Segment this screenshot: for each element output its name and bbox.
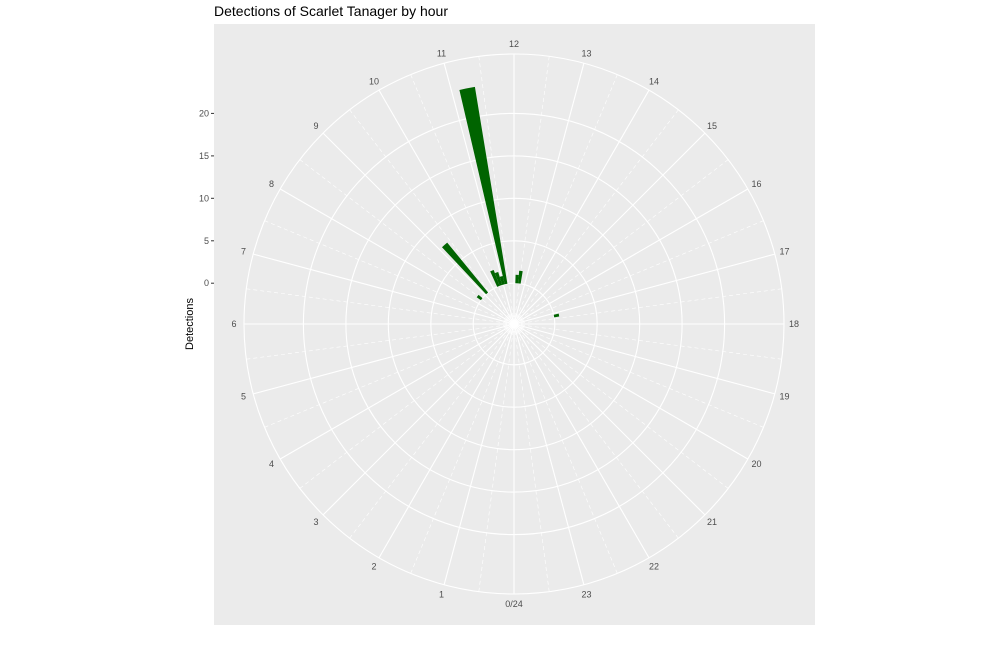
outer-circle [243, 53, 785, 595]
hour-tick-label: 6 [231, 319, 236, 329]
y-tick-label: 20 [199, 108, 209, 118]
bar-wedge [499, 276, 505, 285]
minor-spoke [513, 323, 729, 489]
minor-spoke [513, 109, 679, 325]
hour-tick-label: 4 [269, 459, 274, 469]
minor-spoke [513, 74, 618, 325]
hour-tick-label: 21 [707, 517, 717, 527]
major-spoke [513, 323, 775, 395]
bar-wedge [476, 294, 483, 301]
hour-tick-label: 10 [369, 77, 379, 87]
hour-tick-label: 17 [779, 247, 789, 257]
minor-spoke [299, 323, 515, 489]
minor-spoke [513, 288, 782, 325]
hour-tick-label: 2 [371, 562, 376, 572]
bar-wedge [490, 270, 500, 287]
chart-title: Detections of Scarlet Tanager by hour [214, 3, 448, 19]
grid-circle [345, 155, 683, 493]
minor-spoke [513, 159, 729, 325]
major-spoke [513, 132, 706, 325]
bar-wedge [515, 274, 519, 284]
major-spoke [513, 63, 585, 325]
grid-circle [302, 112, 726, 536]
major-spoke [253, 323, 515, 395]
major-spoke [513, 323, 650, 559]
minor-spoke [513, 323, 679, 539]
hour-tick-label: 5 [241, 392, 246, 402]
bar-wedge [442, 242, 489, 295]
major-spoke [513, 323, 585, 585]
major-spoke [279, 323, 515, 460]
minor-spoke [513, 323, 618, 574]
hour-tick-label: 16 [751, 179, 761, 189]
hour-tick-label: 12 [509, 39, 519, 49]
hour-tick-label: 1 [439, 590, 444, 600]
hour-tick-label: 11 [437, 49, 446, 59]
minor-spoke [410, 323, 515, 574]
major-spoke [513, 89, 650, 325]
minor-spoke [513, 220, 764, 325]
minor-spoke [478, 56, 515, 325]
hour-tick-label: 14 [649, 77, 659, 87]
major-spoke [322, 323, 515, 516]
minor-spoke [349, 323, 515, 539]
major-spoke [513, 253, 775, 325]
minor-spoke [513, 323, 782, 360]
major-spoke [378, 89, 515, 325]
hour-tick-label: 9 [313, 121, 318, 131]
hour-tick-label: 8 [269, 179, 274, 189]
hour-tick-label: 18 [789, 319, 799, 329]
bar-wedge [494, 272, 503, 286]
minor-spoke [246, 288, 515, 325]
hour-tick-label: 19 [779, 392, 789, 402]
hour-tick-label: 13 [581, 49, 591, 59]
grid-circle [430, 240, 598, 408]
minor-spoke [264, 323, 515, 428]
minor-spoke [513, 323, 550, 592]
major-spoke [378, 323, 515, 559]
hour-tick-label: 20 [751, 459, 761, 469]
hour-tick-label: 7 [241, 247, 246, 257]
hour-tick-label: 23 [581, 590, 591, 600]
hour-tick-label: 0/24 [505, 599, 523, 609]
major-spoke [443, 323, 515, 585]
major-spoke [513, 188, 749, 325]
bar-wedge [459, 86, 508, 285]
grid-circle [387, 197, 641, 451]
minor-spoke [246, 323, 515, 360]
hour-tick-label: 22 [649, 562, 659, 572]
minor-spoke [264, 220, 515, 325]
major-spoke [322, 132, 515, 325]
major-spoke [513, 323, 749, 460]
minor-spoke [513, 323, 764, 428]
minor-spoke [349, 109, 515, 325]
hour-tick-label: 3 [313, 517, 318, 527]
bar-wedge [553, 313, 560, 318]
minor-spoke [478, 323, 515, 592]
y-tick-label: 15 [199, 151, 209, 161]
major-spoke [513, 323, 706, 516]
major-spoke [279, 188, 515, 325]
hour-tick-label: 15 [707, 121, 717, 131]
bar-wedge [518, 270, 523, 284]
grid-circle [472, 282, 556, 366]
major-spoke [253, 253, 515, 325]
y-tick-label: 10 [199, 193, 209, 203]
y-tick-label: 5 [204, 236, 209, 246]
y-tick-label: 0 [204, 278, 209, 288]
